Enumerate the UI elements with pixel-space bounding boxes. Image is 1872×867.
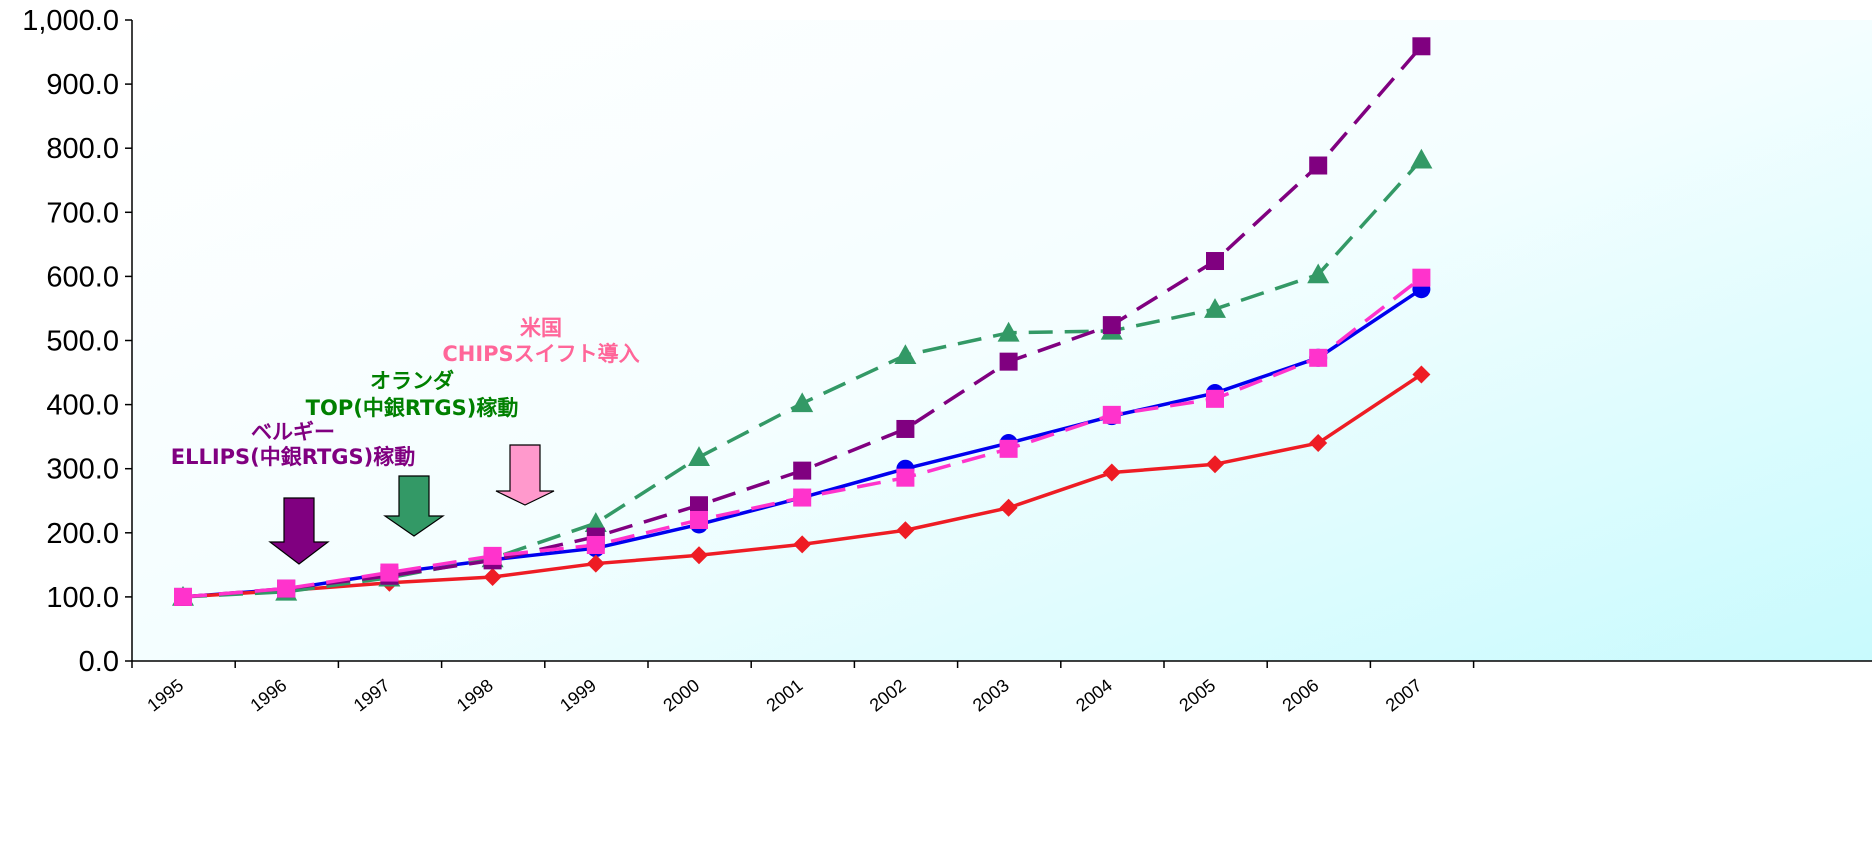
- y-tick-label: 600.0: [46, 261, 119, 293]
- down-arrow-icon: [268, 497, 330, 565]
- data-point: [1102, 463, 1121, 482]
- y-tick-label: 0.0: [79, 646, 119, 678]
- data-point: [999, 352, 1018, 371]
- data-point: [1102, 405, 1121, 424]
- data-point: [1412, 268, 1431, 287]
- data-point: [896, 521, 915, 540]
- annotation-text: ELLIPS(中銀RTGS)稼動: [171, 445, 416, 469]
- data-point: [690, 510, 708, 529]
- x-tick-label: 1995: [143, 675, 187, 715]
- y-tick-label: 800.0: [46, 133, 119, 165]
- annotation-text: TOP(中銀RTGS)稼動: [306, 396, 519, 420]
- data-point: [1206, 389, 1224, 408]
- data-point: [277, 579, 296, 598]
- down-arrow-icon: [495, 444, 555, 506]
- series-4: [174, 268, 1431, 606]
- data-point: [894, 344, 917, 365]
- data-point: [896, 468, 915, 487]
- annotation-text: ベルギー: [251, 420, 335, 444]
- annotation-text: 米国: [520, 316, 562, 340]
- x-tick-label: 2006: [1279, 675, 1323, 715]
- y-tick-label: 900.0: [46, 69, 119, 101]
- data-point: [1309, 156, 1328, 175]
- data-point: [584, 512, 607, 532]
- data-point: [690, 496, 708, 515]
- annotation-text: オランダ: [370, 369, 454, 393]
- x-tick-label: 2005: [1175, 675, 1219, 715]
- data-point: [174, 587, 192, 606]
- x-tick-label: 2003: [969, 675, 1013, 715]
- data-point: [999, 498, 1018, 517]
- y-tick-label: 500.0: [46, 326, 119, 358]
- data-point: [1412, 365, 1431, 384]
- data-point: [483, 546, 502, 565]
- x-tick-label: 2000: [659, 675, 703, 715]
- x-tick-label: 2001: [763, 675, 807, 715]
- data-point: [793, 488, 812, 507]
- data-point: [586, 554, 605, 573]
- y-tick-label: 300.0: [46, 454, 119, 486]
- x-tick-label: 1998: [453, 675, 497, 715]
- data-point: [997, 321, 1020, 342]
- data-point: [380, 563, 399, 582]
- x-tick-label: 2002: [866, 675, 910, 715]
- data-point: [791, 392, 814, 413]
- x-tick-label: 1997: [350, 675, 394, 715]
- y-tick-label: 700.0: [46, 197, 119, 229]
- data-point: [1412, 37, 1431, 56]
- data-point: [586, 535, 605, 554]
- data-point: [1206, 252, 1224, 271]
- x-tick-label: 2007: [1382, 675, 1426, 715]
- down-arrow-icon: [383, 475, 445, 537]
- data-point: [1410, 148, 1433, 169]
- y-tick-label: 100.0: [46, 582, 119, 614]
- y-tick-label: 1,000.0: [22, 5, 119, 37]
- data-point: [793, 461, 812, 480]
- data-point: [688, 446, 710, 466]
- data-point: [1309, 348, 1328, 367]
- data-point: [896, 419, 915, 438]
- data-point: [793, 535, 812, 554]
- data-point: [1309, 434, 1328, 453]
- data-point: [690, 546, 708, 565]
- data-point: [1206, 455, 1224, 474]
- x-tick-label: 1999: [556, 675, 600, 715]
- y-tick-label: 400.0: [46, 390, 119, 422]
- y-tick-label: 200.0: [46, 518, 119, 550]
- data-point: [483, 568, 502, 587]
- data-point: [999, 439, 1018, 458]
- annotation-text: CHIPSスイフト導入: [442, 342, 639, 366]
- x-tick-label: 2004: [1072, 675, 1116, 715]
- x-tick-label: 1996: [247, 675, 291, 715]
- data-point: [1102, 316, 1121, 335]
- data-point: [1307, 263, 1330, 284]
- data-point: [1204, 298, 1226, 318]
